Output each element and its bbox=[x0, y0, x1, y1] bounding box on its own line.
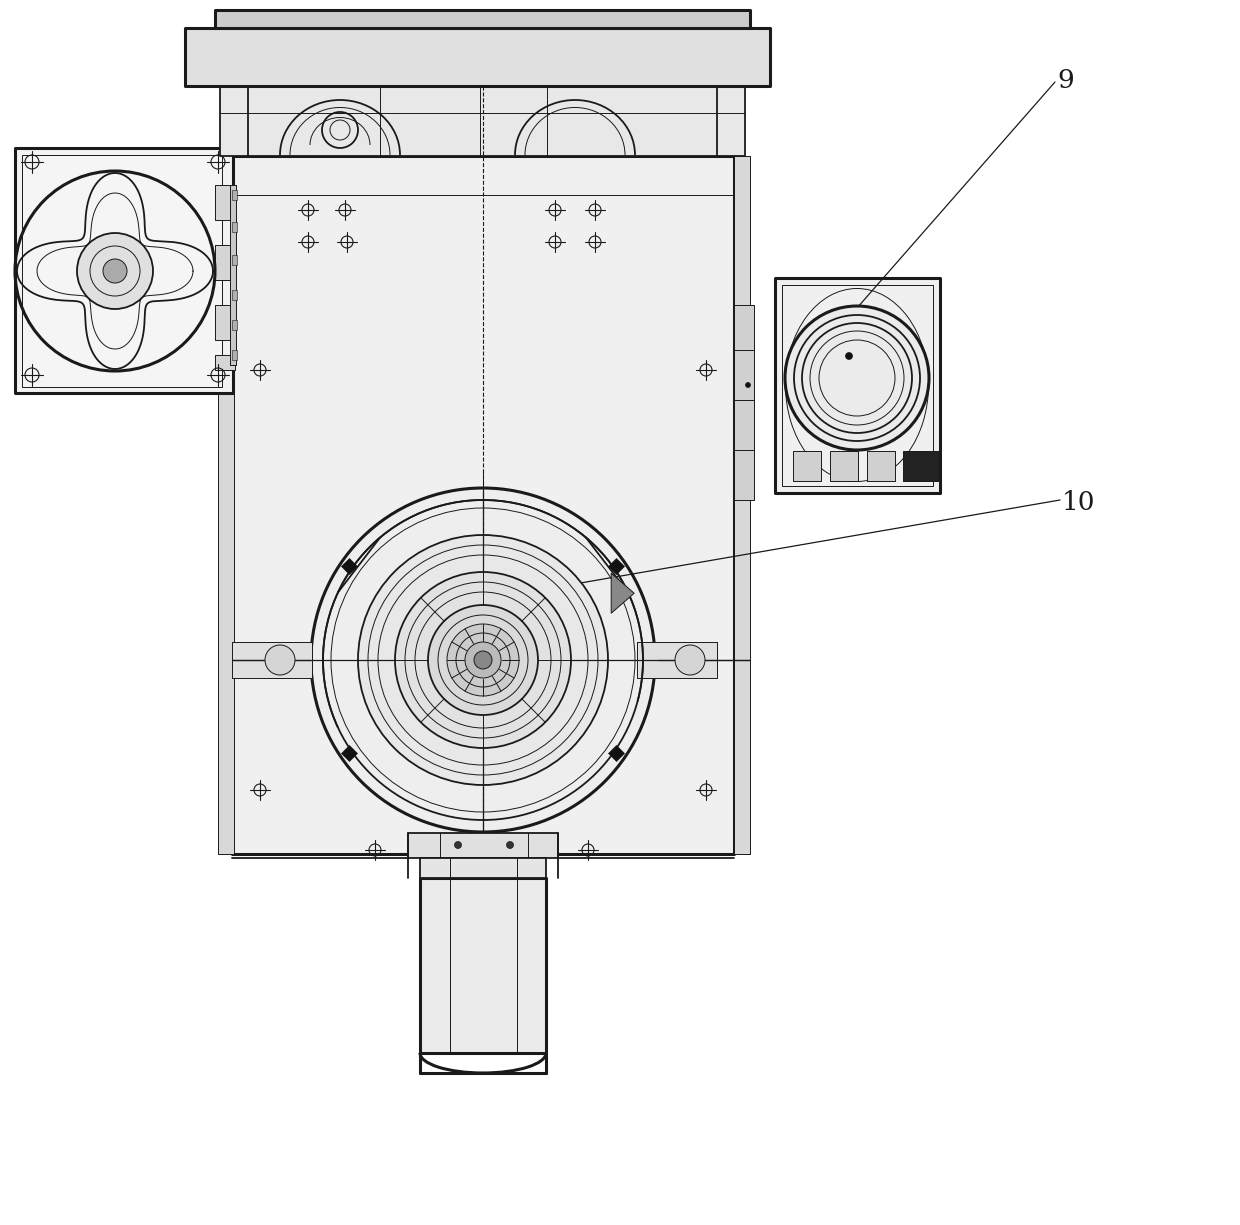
Bar bbox=[215, 10, 750, 28]
Bar bbox=[232, 642, 312, 677]
Bar bbox=[215, 185, 236, 220]
Circle shape bbox=[358, 535, 608, 785]
Bar bbox=[408, 833, 558, 858]
Polygon shape bbox=[611, 573, 634, 614]
Bar bbox=[867, 451, 895, 481]
Circle shape bbox=[611, 561, 621, 572]
Polygon shape bbox=[341, 746, 357, 762]
Circle shape bbox=[103, 258, 126, 283]
Bar bbox=[232, 350, 237, 360]
Bar bbox=[794, 451, 821, 481]
Bar bbox=[232, 255, 237, 265]
Circle shape bbox=[77, 233, 153, 309]
Bar bbox=[185, 28, 770, 86]
Circle shape bbox=[455, 842, 461, 849]
Bar bbox=[775, 278, 940, 492]
Bar bbox=[232, 290, 237, 300]
Bar bbox=[215, 355, 236, 370]
Text: 9: 9 bbox=[1056, 67, 1074, 93]
Bar bbox=[229, 185, 236, 365]
Bar bbox=[420, 858, 546, 878]
Bar bbox=[15, 148, 233, 393]
Bar bbox=[420, 878, 546, 1054]
Bar bbox=[219, 86, 745, 156]
Circle shape bbox=[481, 658, 485, 662]
Polygon shape bbox=[341, 559, 357, 575]
Bar bbox=[232, 320, 237, 330]
Circle shape bbox=[465, 642, 501, 677]
Circle shape bbox=[345, 748, 355, 758]
Bar bbox=[782, 285, 932, 486]
Bar bbox=[734, 305, 754, 500]
Circle shape bbox=[745, 382, 750, 387]
Bar bbox=[637, 642, 717, 677]
Bar bbox=[232, 222, 237, 232]
Bar bbox=[232, 190, 237, 200]
Circle shape bbox=[345, 561, 355, 572]
Polygon shape bbox=[609, 746, 625, 762]
Bar bbox=[215, 305, 236, 341]
Bar bbox=[903, 451, 937, 481]
Circle shape bbox=[846, 353, 853, 359]
Bar bbox=[830, 451, 858, 481]
Circle shape bbox=[446, 624, 520, 696]
Bar bbox=[22, 156, 222, 387]
Bar bbox=[734, 156, 750, 854]
Circle shape bbox=[785, 306, 929, 450]
Circle shape bbox=[611, 748, 621, 758]
Polygon shape bbox=[609, 559, 625, 575]
Circle shape bbox=[311, 488, 655, 832]
Circle shape bbox=[474, 650, 492, 669]
Bar bbox=[218, 156, 234, 854]
Bar bbox=[215, 245, 236, 281]
Circle shape bbox=[265, 646, 295, 675]
Circle shape bbox=[428, 605, 538, 715]
Text: 10: 10 bbox=[1061, 490, 1095, 516]
Circle shape bbox=[675, 646, 706, 675]
Bar bbox=[232, 156, 734, 854]
Circle shape bbox=[396, 572, 570, 748]
Circle shape bbox=[506, 842, 513, 849]
